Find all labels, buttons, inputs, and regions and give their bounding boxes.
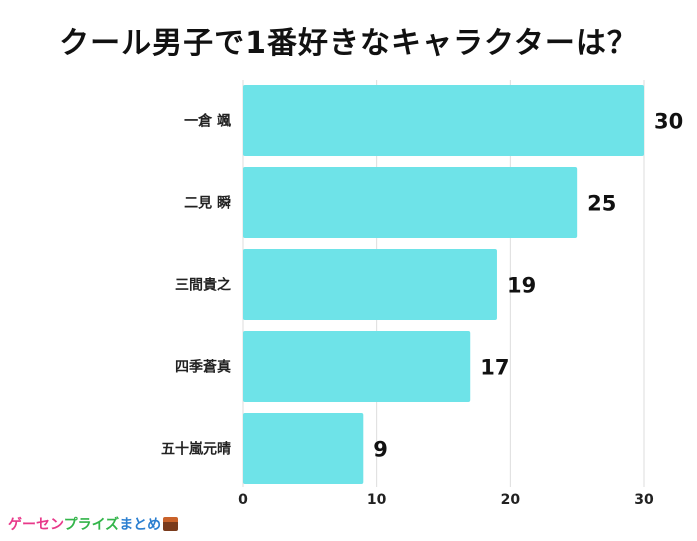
x-tick-label: 0 bbox=[238, 492, 248, 508]
chart-title: クール男子で1番好きなキャラクターは？ bbox=[59, 26, 638, 61]
category-label: 一倉 颯 bbox=[184, 113, 231, 130]
category-label: 三間貴之 bbox=[175, 277, 231, 294]
category-label: 五十嵐元晴 bbox=[161, 441, 231, 458]
brand-logo: ゲーセンプライズまとめ bbox=[8, 514, 179, 534]
x-tick-label: 10 bbox=[367, 492, 387, 508]
value-label: 17 bbox=[480, 356, 509, 380]
x-tick-label: 30 bbox=[634, 492, 654, 508]
bar bbox=[243, 85, 644, 156]
bar bbox=[243, 413, 364, 484]
brand-text-1: ゲーセン bbox=[8, 517, 64, 533]
category-label: 四季蒼真 bbox=[175, 359, 231, 376]
value-label: 30 bbox=[654, 110, 683, 134]
labels: 0 10 20 30 一倉 颯 30 二見 瞬 25 三間貴之 19 四季蒼真 17 五十嵐元晴 9 bbox=[161, 110, 683, 509]
bar bbox=[243, 249, 497, 320]
brand-text-2: プライズ bbox=[63, 517, 120, 533]
value-label: 25 bbox=[587, 192, 616, 216]
bars bbox=[243, 85, 644, 484]
x-tick-label: 20 bbox=[501, 492, 521, 508]
value-label: 9 bbox=[373, 438, 388, 462]
brand-icon bbox=[163, 517, 179, 531]
category-label: 二見 瞬 bbox=[184, 195, 231, 212]
value-label: 19 bbox=[507, 274, 536, 298]
bar bbox=[243, 331, 471, 402]
brand-text-3: まとめ bbox=[119, 517, 162, 533]
bar bbox=[243, 167, 578, 238]
